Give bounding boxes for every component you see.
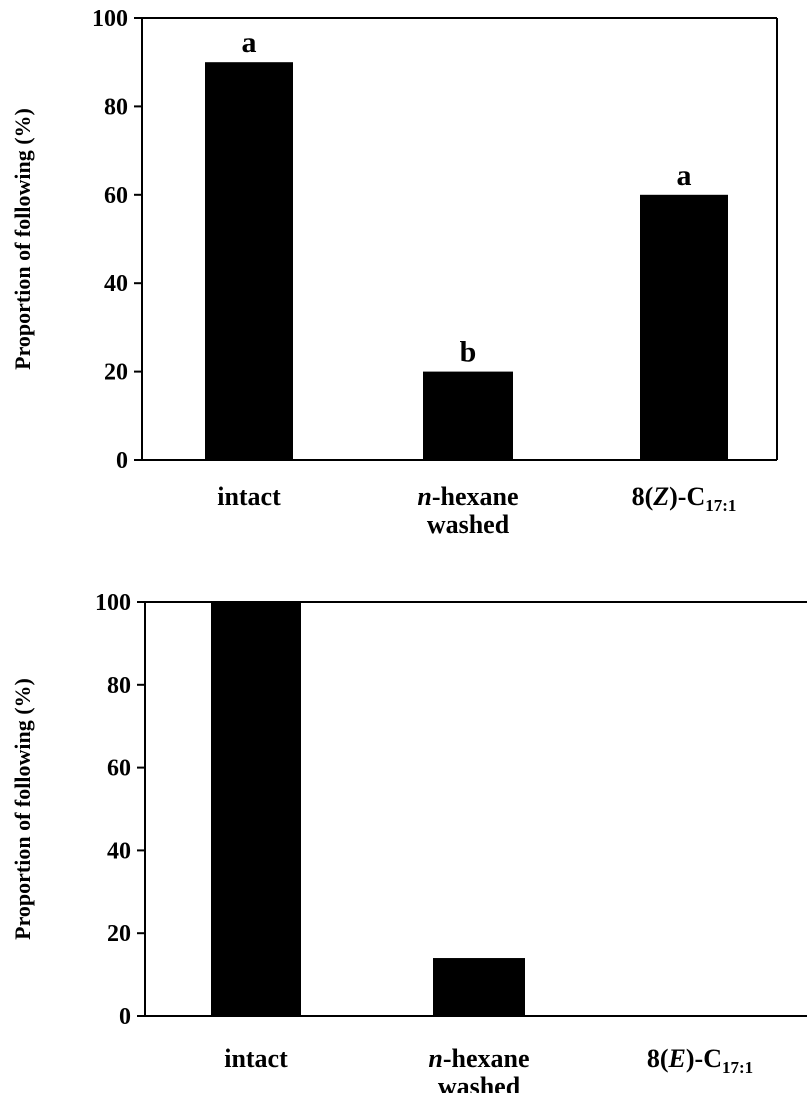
- chart0-bar-2: [640, 194, 728, 461]
- chart-top: 0 20 40 60 80 100 Proportion of following (%) a…: [10, 6, 778, 539]
- chart0-bar-0: [205, 62, 293, 460]
- chart0-category-label-0: intact: [217, 482, 281, 511]
- chart0-sig-label-2: a: [677, 159, 692, 192]
- chart-bottom: 0 20 40 60 80 100 Proportion of following (%) i…: [10, 590, 807, 1093]
- chart0-bar-1: [423, 371, 513, 460]
- chart1-ytick-label-4: 80: [107, 673, 131, 699]
- chart0-ytick-label-5: 100: [92, 6, 128, 32]
- chart0-ytick-label-2: 40: [104, 271, 128, 297]
- chart0-ytick-label-1: 20: [104, 360, 128, 386]
- chart1-bar-0: [211, 602, 301, 1016]
- chart1-ytick-label-0: 0: [119, 1004, 131, 1030]
- chart0-ylabel: Proportion of following (%): [10, 108, 35, 370]
- chart0-sig-label-0: a: [242, 26, 257, 59]
- chart1-bar-1: [433, 958, 525, 1016]
- chart0-sig-label-1: b: [460, 336, 477, 369]
- chart1-ylabel: Proportion of following (%): [10, 678, 35, 940]
- chart1-ytick-label-1: 20: [107, 921, 131, 947]
- chart1-category-label-2: 8(E)-C17:1: [647, 1044, 753, 1077]
- chart0-category-label-1-line2: washed: [427, 510, 510, 539]
- chart0-ytick-label-3: 60: [104, 183, 128, 209]
- chart1-ytick-label-3: 60: [107, 756, 131, 782]
- chart1-category-label-1-line2: washed: [438, 1072, 521, 1093]
- chart0-category-label-2: 8(Z)-C17:1: [632, 482, 737, 515]
- chart1-ytick-label-2: 40: [107, 838, 131, 864]
- chart1-category-label-1: n-hexane: [428, 1044, 529, 1073]
- chart0-ytick-label-4: 80: [104, 94, 128, 120]
- chart0-ytick-label-0: 0: [116, 448, 128, 474]
- chart1-category-label-0: intact: [224, 1044, 288, 1073]
- chart0-category-label-1: n-hexane: [417, 482, 518, 511]
- chart1-ytick-label-5: 100: [95, 590, 131, 616]
